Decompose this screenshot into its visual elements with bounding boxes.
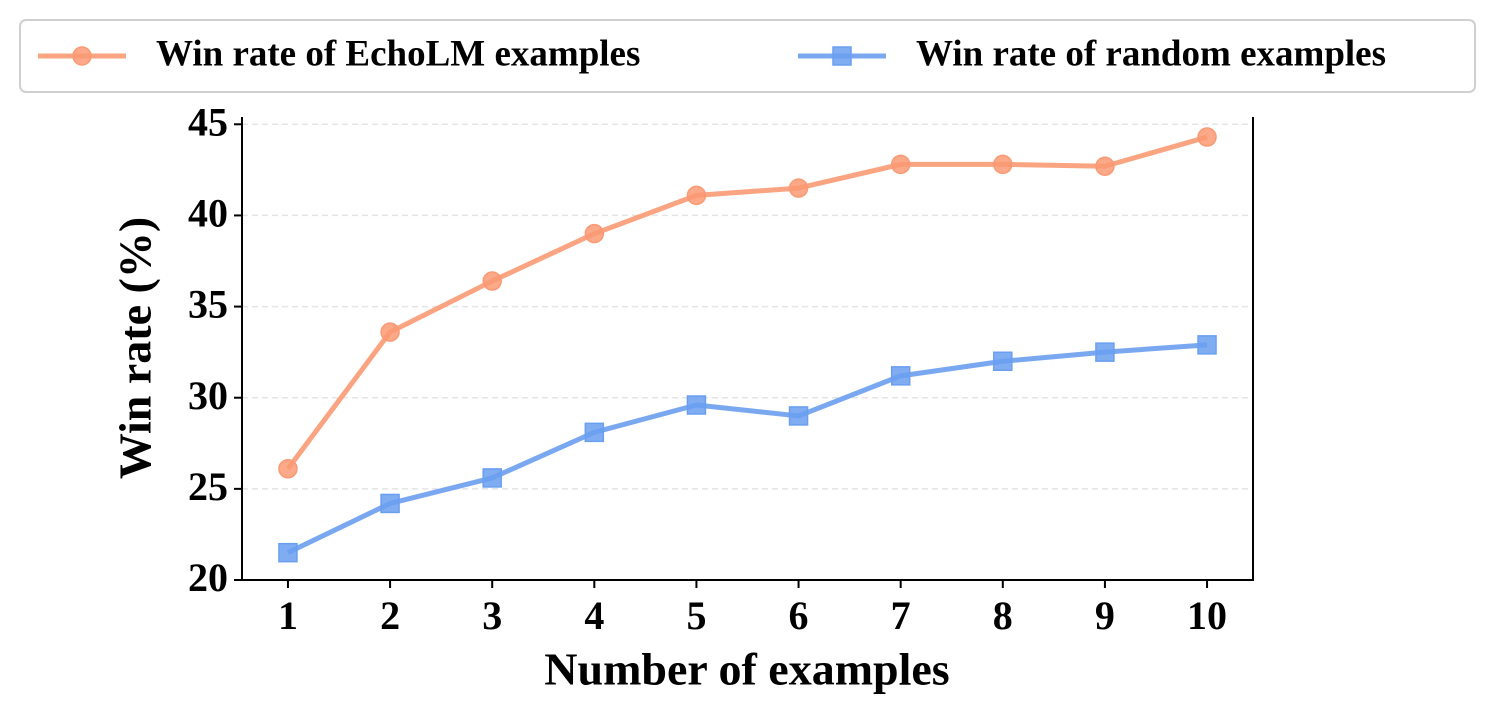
legend-label: Win rate of EchoLM examples <box>156 33 640 74</box>
marker <box>584 422 605 443</box>
marker <box>482 468 502 488</box>
x-tick-label: 1 <box>278 593 298 638</box>
marker <box>993 154 1013 175</box>
marker <box>482 271 502 291</box>
legend-marker <box>72 46 92 66</box>
legend-marker <box>832 46 852 66</box>
series-line <box>285 134 1208 471</box>
marker <box>686 395 707 415</box>
x-tick-label: 10 <box>1187 593 1227 638</box>
y-tick-label: 25 <box>188 464 228 509</box>
x-tick-label: 3 <box>482 593 502 638</box>
y-tick-label: 40 <box>188 191 228 236</box>
marker <box>1095 342 1115 362</box>
marker <box>278 542 298 563</box>
marker <box>278 459 298 479</box>
marker <box>686 185 707 206</box>
y-axis-label: Win rate (%) <box>110 217 161 479</box>
y-tick-label: 45 <box>188 99 228 144</box>
marker <box>1197 127 1217 147</box>
x-axis-label: Number of examples <box>544 644 949 695</box>
marker <box>380 493 400 514</box>
marker <box>788 178 809 198</box>
y-tick-label: 30 <box>188 373 228 418</box>
marker <box>584 223 605 244</box>
x-tick-label: 9 <box>1095 593 1115 638</box>
x-tick-label: 5 <box>686 593 706 638</box>
marker <box>1095 156 1115 176</box>
marker <box>890 154 911 175</box>
x-tick-label: 2 <box>380 593 400 638</box>
y-tick-label: 35 <box>188 282 228 327</box>
x-tick-label: 4 <box>584 593 604 638</box>
series-line <box>286 342 1208 555</box>
x-tick-label: 6 <box>789 593 809 638</box>
legend-box <box>19 19 1476 93</box>
marker <box>1197 335 1217 355</box>
marker <box>890 366 911 386</box>
marker <box>993 351 1013 372</box>
y-tick-label: 20 <box>188 555 228 600</box>
x-tick-label: 8 <box>993 593 1013 638</box>
marker <box>380 322 400 342</box>
legend-label: Win rate of random examples <box>916 33 1386 74</box>
marker <box>788 406 809 426</box>
x-tick-label: 7 <box>891 593 911 638</box>
